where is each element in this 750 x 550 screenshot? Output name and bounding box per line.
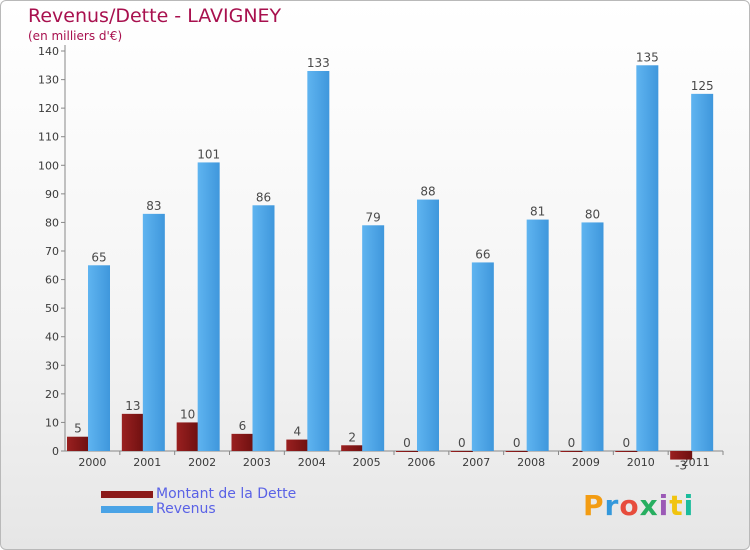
x-tick-label: 2009 [572, 456, 600, 469]
bar-revenus [526, 219, 549, 451]
bar-revenus [691, 93, 714, 451]
bar-revenus [307, 71, 330, 451]
y-tick-label: 80 [45, 216, 59, 229]
chart-title: Revenus/Dette - LAVIGNEY [28, 5, 282, 27]
data-label-revenus: 80 [585, 207, 600, 221]
bar-revenus [197, 162, 220, 451]
y-tick-label: 40 [45, 331, 59, 344]
bar-dette [560, 451, 583, 452]
data-label-revenus: 88 [420, 185, 435, 199]
data-label-dette: 10 [180, 407, 195, 421]
bar-dette [67, 436, 89, 451]
bar-revenus [362, 225, 385, 451]
y-tick-label: 0 [52, 445, 59, 458]
data-label-revenus: 86 [256, 190, 271, 204]
bar-dette [505, 451, 528, 452]
x-tick-label: 2001 [133, 456, 161, 469]
y-tick-label: 70 [45, 245, 59, 258]
legend-label-revenus: Revenus [156, 501, 216, 517]
y-tick-label: 50 [45, 302, 59, 315]
data-label-dette: 0 [403, 436, 411, 450]
legend-label-dette: Montant de la Dette [156, 486, 297, 502]
data-label-dette: 5 [74, 422, 82, 436]
data-label-revenus: 125 [691, 79, 714, 93]
bar-dette [121, 413, 144, 451]
y-tick-label: 110 [38, 131, 59, 144]
y-tick-label: 120 [38, 102, 59, 115]
x-tick-label: 2010 [627, 456, 655, 469]
bar-revenus [88, 265, 110, 451]
bar-revenus [471, 262, 494, 451]
y-tick-label: 140 [38, 45, 59, 58]
data-label-dette: 6 [239, 419, 247, 433]
bar-dette [396, 451, 418, 452]
data-label-revenus: 65 [91, 250, 106, 264]
x-tick-label: 2003 [243, 456, 271, 469]
x-tick-label: 2007 [462, 456, 490, 469]
x-tick-label: 2005 [353, 456, 381, 469]
bar-dette [176, 422, 199, 451]
proxiti-logo: Proxiti [583, 489, 695, 522]
bar-revenus [252, 205, 275, 451]
y-tick-label: 100 [38, 159, 59, 172]
data-label-dette: 4 [294, 425, 302, 439]
data-label-dette: 0 [513, 436, 521, 450]
y-tick-label: 30 [45, 359, 59, 372]
legend-swatch-revenus [101, 506, 153, 513]
y-tick-label: 60 [45, 274, 59, 287]
data-label-revenus: 133 [307, 56, 330, 70]
y-tick-label: 130 [38, 74, 59, 87]
data-label-dette: 13 [125, 399, 140, 413]
bar-dette [450, 451, 473, 452]
x-tick-label: 2006 [407, 456, 435, 469]
data-label-dette: 0 [623, 436, 631, 450]
bar-dette [286, 439, 309, 451]
x-tick-label: 2002 [188, 456, 216, 469]
data-label-revenus: 101 [197, 147, 220, 161]
data-label-dette: 0 [568, 436, 576, 450]
bar-dette [341, 445, 364, 451]
y-tick-label: 10 [45, 416, 59, 429]
bar-dette [615, 451, 638, 452]
legend-swatch-dette [101, 491, 153, 498]
data-label-dette: -3 [675, 459, 687, 473]
bar-revenus [142, 213, 165, 451]
data-label-revenus: 81 [530, 205, 545, 219]
y-tick-label: 90 [45, 188, 59, 201]
bar-revenus [417, 199, 439, 451]
data-label-dette: 2 [348, 430, 356, 444]
data-label-revenus: 79 [366, 210, 381, 224]
x-tick-label: 2000 [78, 456, 106, 469]
data-label-revenus: 135 [636, 50, 659, 64]
x-tick-label: 2008 [517, 456, 545, 469]
bar-dette [231, 433, 254, 451]
data-label-dette: 0 [458, 436, 466, 450]
data-label-revenus: 83 [146, 199, 161, 213]
bar-revenus [636, 65, 659, 452]
data-label-revenus: 66 [475, 247, 490, 261]
bar-dette [670, 451, 693, 460]
chart-subtitle: (en milliers d'€) [28, 29, 123, 43]
x-tick-label: 2004 [298, 456, 326, 469]
y-tick-label: 20 [45, 388, 59, 401]
bar-revenus [581, 222, 604, 451]
